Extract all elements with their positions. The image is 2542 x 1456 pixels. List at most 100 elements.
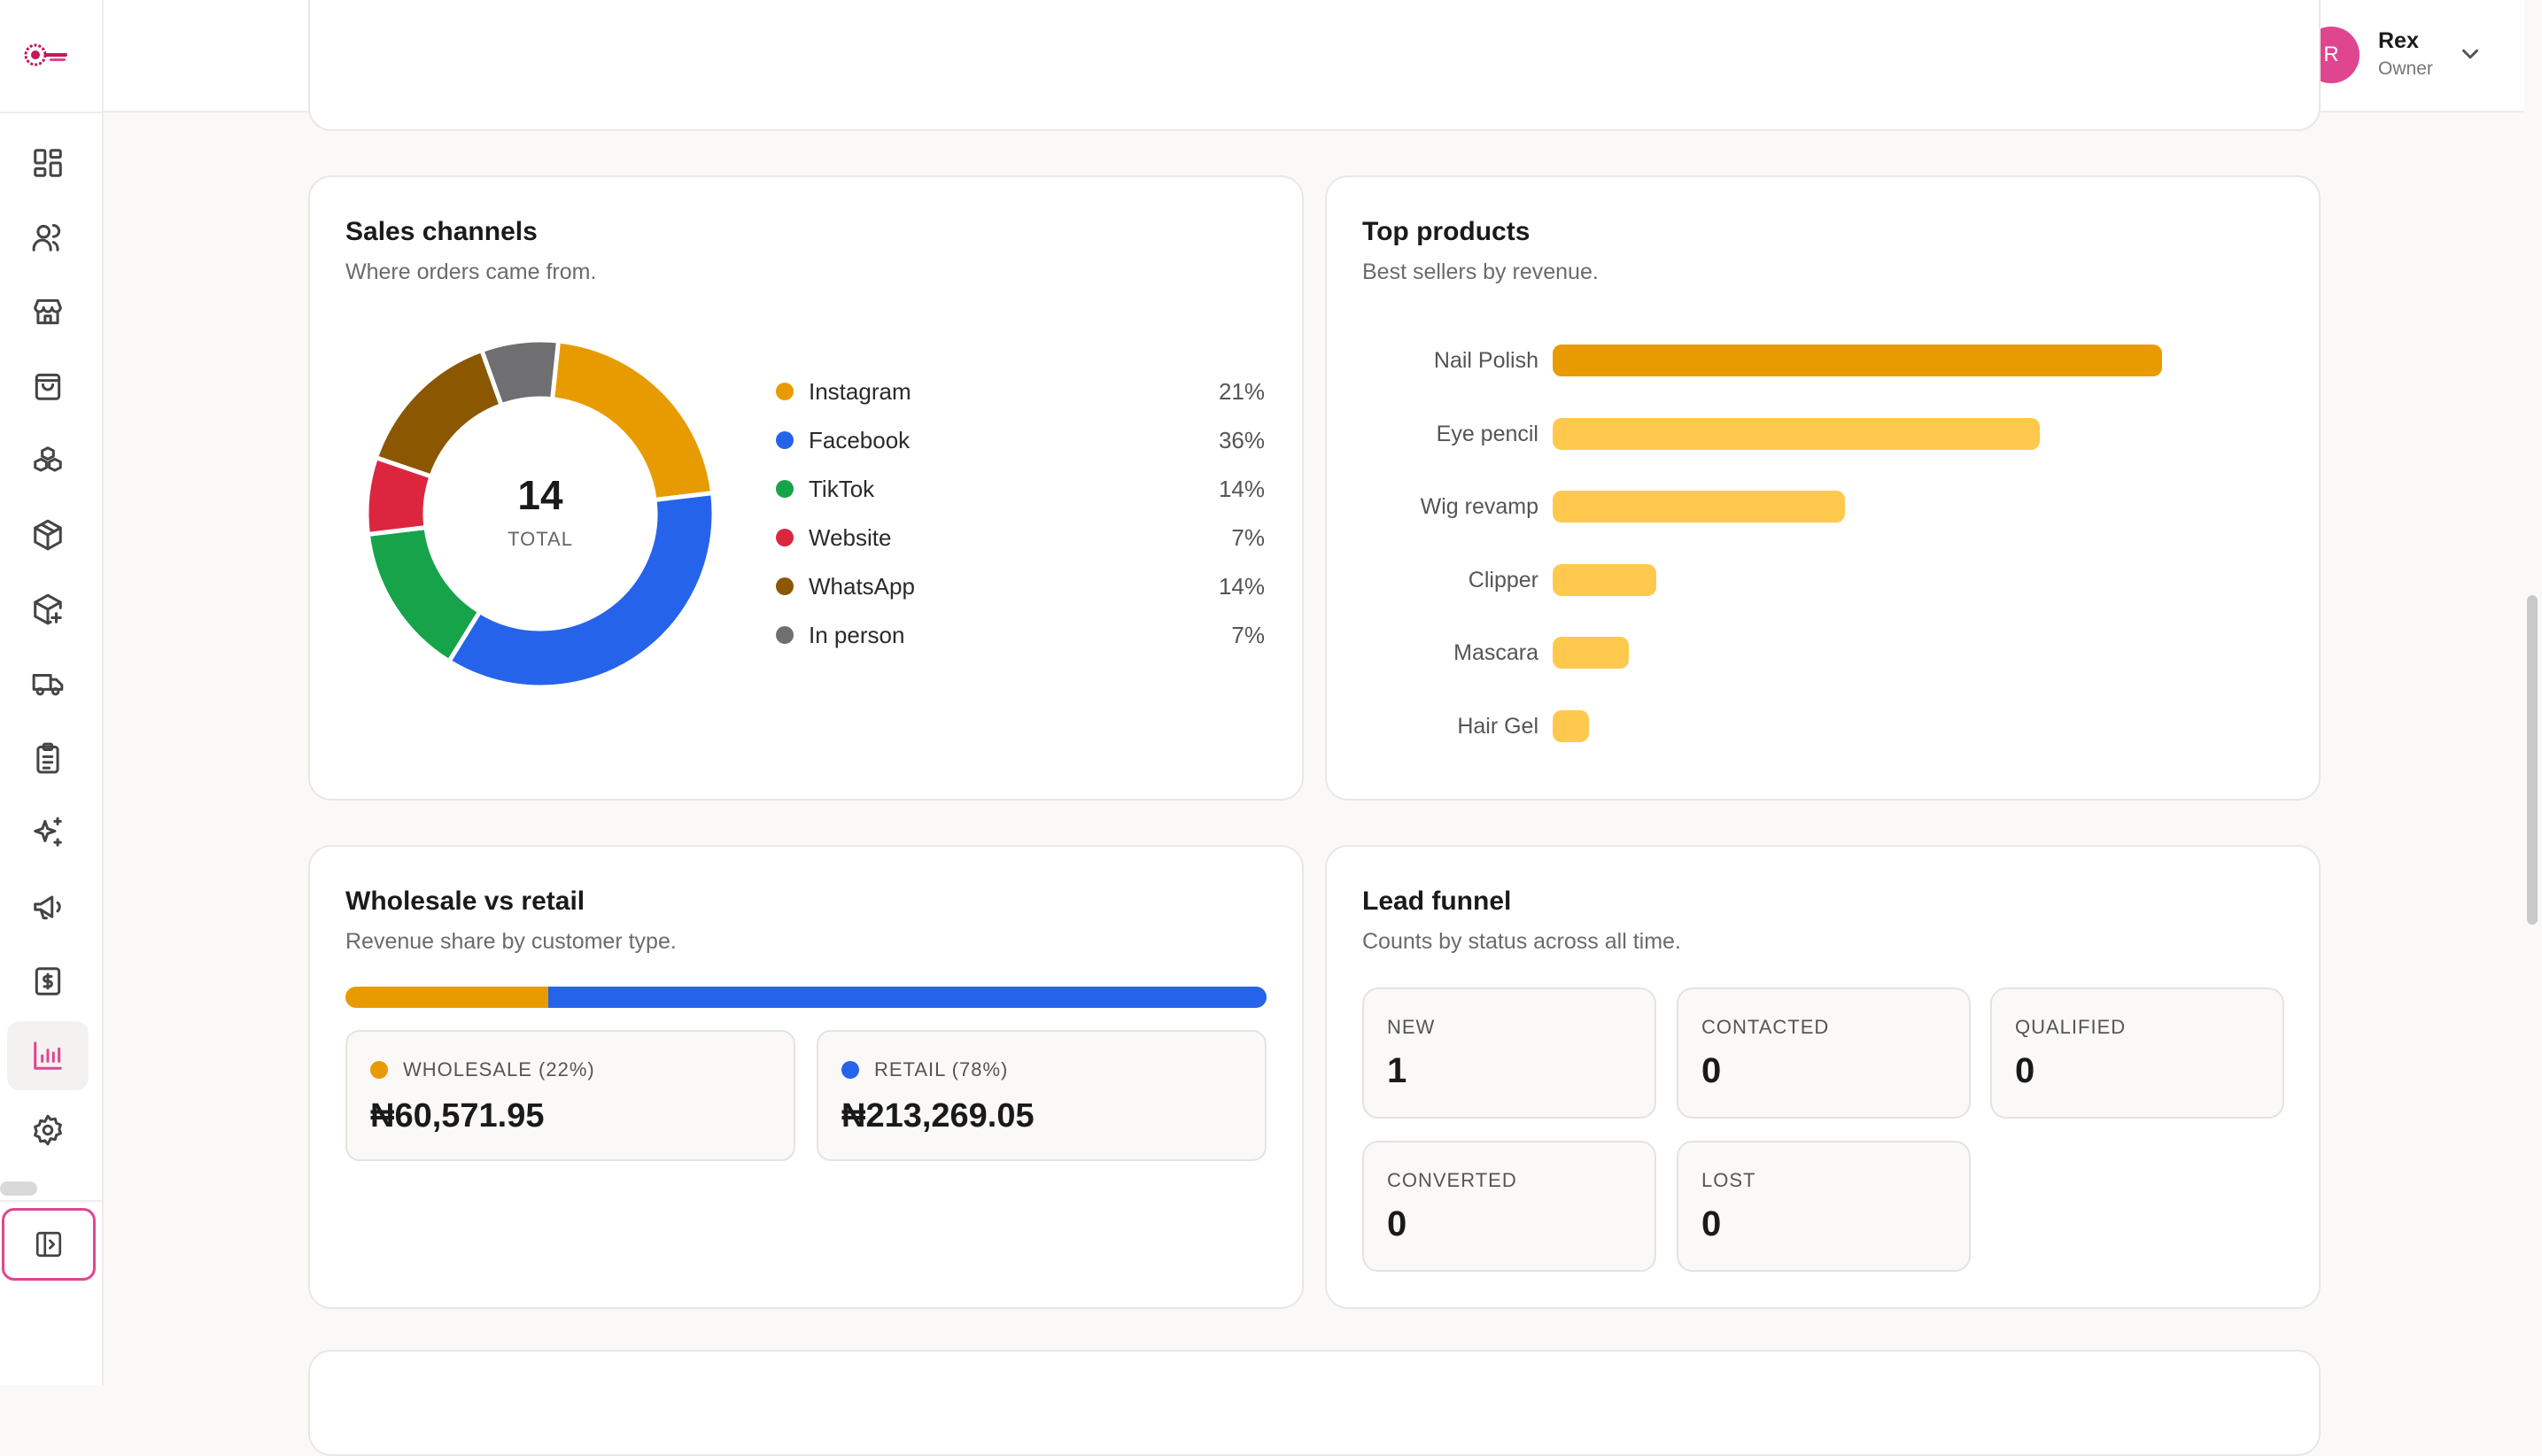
sidebar-item-customers[interactable] (7, 203, 89, 272)
legend-dot (776, 480, 794, 498)
user-name[interactable]: Rex (2378, 28, 2419, 53)
sidebar-toggle-icon (35, 1231, 62, 1258)
wholesale-stat: WHOLESALE (22%) ₦60,571.95 (345, 1030, 795, 1161)
user-role: Owner (2378, 58, 2433, 79)
sidebar-item-dashboard[interactable] (7, 128, 89, 197)
sparkles-icon (34, 817, 62, 847)
sidebar (0, 0, 104, 1385)
sidebar-item-orders[interactable] (7, 352, 89, 421)
retail-stat: RETAIL (78%) ₦213,269.05 (817, 1030, 1267, 1161)
legend-label: Website (809, 523, 892, 551)
page-scrollbar-thumb[interactable] (2527, 595, 2538, 925)
settings-icon (34, 1114, 62, 1146)
donut-slice-in-person[interactable] (478, 337, 562, 408)
sidebar-scrollbar[interactable] (0, 1181, 37, 1196)
legend-label: TikTok (809, 475, 875, 502)
legend-label: WhatsApp (809, 572, 915, 600)
legend-percent: 21% (1218, 377, 1265, 405)
product-bar-nail-polish[interactable] (1553, 345, 2162, 376)
package-plus-icon (34, 593, 62, 625)
sidebar-item-analytics[interactable] (7, 1021, 89, 1090)
product-bar-hair-gel[interactable] (1553, 710, 1590, 742)
truck-icon (32, 673, 64, 696)
sidebar-item-inventory[interactable] (7, 426, 89, 495)
legend-row-facebook: Facebook 36% (776, 422, 1265, 458)
sidebar-item-marketing[interactable] (7, 872, 89, 941)
legend-percent: 36% (1218, 426, 1265, 453)
sidebar-item-finance[interactable] (7, 947, 89, 1016)
funnel-stage-value: 0 (1701, 1051, 1722, 1090)
legend-dot (776, 626, 794, 644)
legend-percent: 7% (1231, 523, 1265, 551)
lead-funnel-subtitle: Counts by status across all time. (1362, 929, 1681, 954)
wholesale-retail-title: Wholesale vs retail (345, 887, 585, 916)
donut-total-value: 14 (517, 472, 563, 518)
sidebar-collapse-button[interactable] (2, 1208, 96, 1281)
retail-dot (841, 1061, 859, 1079)
product-label: Wig revamp (1420, 494, 1538, 520)
sidebar-item-delivery[interactable] (7, 649, 89, 718)
donut-slice-facebook[interactable] (446, 490, 717, 690)
donut-slice-whatsapp[interactable] (373, 347, 505, 480)
funnel-stage-label: QUALIFIED (2015, 1016, 2127, 1038)
sidebar-item-ai[interactable] (7, 798, 89, 867)
product-label: Eye pencil (1436, 421, 1538, 446)
legend-percent: 14% (1218, 572, 1265, 600)
legend-row-website: Website 7% (776, 520, 1265, 555)
sidebar-item-settings[interactable] (7, 1096, 89, 1165)
funnel-stage-label: LOST (1701, 1169, 1756, 1191)
receipt-dollar-icon (35, 967, 61, 995)
sidebar-item-products[interactable] (7, 500, 89, 569)
package-icon (34, 519, 62, 551)
sidebar-item-store[interactable] (7, 277, 89, 346)
legend-row-whatsapp: WhatsApp 14% (776, 569, 1265, 604)
next-card (308, 1350, 2321, 1456)
funnel-stage-label: NEW (1387, 1016, 1436, 1038)
top-products-subtitle: Best sellers by revenue. (1362, 259, 1599, 284)
funnel-stage-label: CONVERTED (1387, 1169, 1517, 1191)
legend-percent: 7% (1231, 621, 1265, 648)
donut-total-label: TOTAL (508, 528, 573, 550)
bar-chart-icon (34, 1042, 62, 1070)
product-label: Nail Polish (1433, 348, 1538, 373)
funnel-stage-lost: LOST 0 (1677, 1141, 1971, 1272)
legend-label: Instagram (809, 377, 911, 405)
users-icon (32, 224, 61, 252)
product-label: Clipper (1468, 567, 1538, 592)
funnel-stage-contacted: CONTACTED 0 (1677, 987, 1971, 1119)
wholesale-label: WHOLESALE (22%) (403, 1058, 595, 1080)
lead-funnel-title: Lead funnel (1362, 887, 1512, 916)
legend-dot (776, 577, 794, 595)
funnel-stage-label: CONTACTED (1701, 1016, 1830, 1038)
legend-label: Facebook (809, 426, 911, 453)
retail-label: RETAIL (78%) (874, 1058, 1009, 1080)
wholesale-segment (345, 987, 548, 1008)
wholesale-retail-subtitle: Revenue share by customer type. (345, 929, 677, 954)
sales-channels-subtitle: Where orders came from. (345, 259, 597, 284)
sidebar-item-add-product[interactable] (7, 575, 89, 644)
top-products-card (1325, 175, 2321, 801)
legend-dot (776, 431, 794, 449)
funnel-stage-value: 0 (1387, 1204, 1407, 1243)
product-bar-eye-pencil[interactable] (1553, 417, 2041, 450)
legend-label: In person (809, 621, 905, 648)
sales-channels-donut (364, 337, 717, 690)
funnel-stage-new: NEW 1 (1362, 987, 1656, 1119)
sidebar-item-tasks[interactable] (7, 724, 89, 793)
product-bar-clipper[interactable] (1553, 563, 1656, 596)
retail-segment (547, 987, 1267, 1008)
legend-row-tiktok: TikTok 14% (776, 471, 1265, 507)
legend-dot (776, 529, 794, 546)
legend-percent: 14% (1218, 475, 1265, 502)
product-bar-mascara[interactable] (1553, 637, 1629, 670)
funnel-stage-value: 0 (2015, 1051, 2035, 1090)
brand-logo[interactable] (23, 39, 73, 71)
sidebar-divider (0, 112, 104, 113)
product-bar-wig-revamp[interactable] (1553, 491, 1846, 523)
user-menu-chevron[interactable] (2457, 41, 2484, 67)
top-products-title: Top products (1362, 217, 1531, 246)
store-icon (34, 298, 62, 325)
sales-channels-title: Sales channels (345, 217, 538, 246)
wholesale-retail-bar (345, 987, 1267, 1008)
clipboard-list-icon (36, 742, 59, 774)
